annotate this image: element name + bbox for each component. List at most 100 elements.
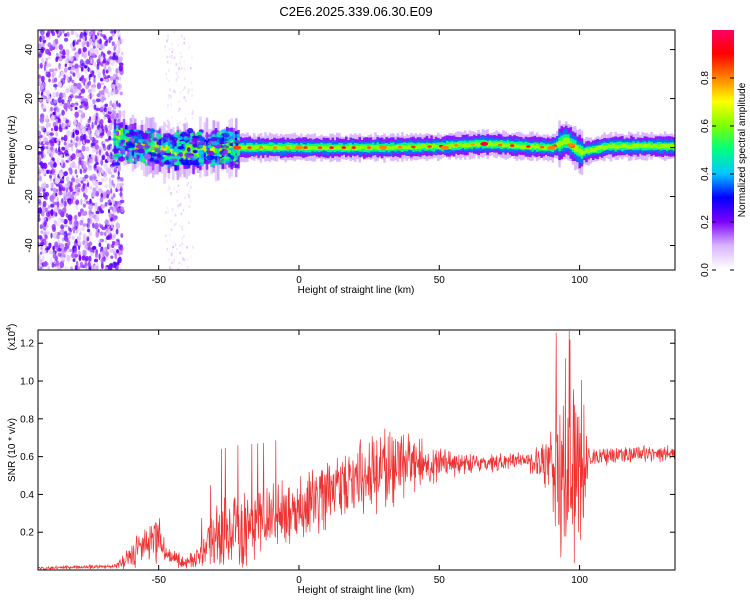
heatmap-cell [50,203,55,208]
heatmap-cell [166,247,169,251]
colorbar-cell [712,40,734,43]
heatmap-cell [111,179,114,186]
heatmap-cell [53,205,58,213]
colorbar-cell [712,194,734,197]
colorbar-cell [712,122,734,125]
heatmap-cell [56,234,60,240]
heatmap-cell [529,144,532,150]
heatmap-cell [520,144,523,149]
heatmap-cell [68,85,72,90]
heatmap-cell [54,125,59,132]
heatmap-cell [102,111,105,115]
heatmap-cell [98,149,102,156]
heatmap-cell [44,61,47,67]
heatmap-cell [66,52,69,58]
y-tick-label: 0 [24,144,35,150]
heatmap-cell [89,38,92,44]
colorbar-cell [712,30,734,33]
heatmap-cell [182,258,185,261]
heatmap-cell [199,145,202,153]
heatmap-cell [109,177,112,184]
heatmap-cell [184,196,186,200]
heatmap-cell [167,211,169,214]
heatmap-cell [96,166,101,171]
y-tick-label: 0.4 [20,490,34,501]
heatmap-cell [179,141,186,144]
heatmap-cell [234,139,241,145]
heatmap-cell [76,174,78,178]
heatmap-cell [109,123,113,128]
heatmap-cell [170,253,173,257]
heatmap-cell [107,91,111,98]
heatmap-cell [181,242,183,246]
heatmap-cell [178,204,181,207]
heatmap-cell [82,240,86,246]
heatmap-cell [90,48,95,54]
heatmap-cell [128,131,136,136]
heatmap-cell [107,171,113,175]
heatmap-cell [397,145,403,149]
heatmap-cell [165,124,167,127]
colorbar-cell [712,118,734,121]
heatmap-cell [81,211,87,216]
heatmap-cell [75,142,78,148]
heatmap-cell [192,155,198,161]
heatmap-cell [177,70,180,73]
heatmap-cell [650,144,653,149]
heatmap-cell [74,193,77,198]
heatmap-cell [106,193,109,199]
heatmap-cell [198,144,203,148]
heatmap-cell [170,219,172,223]
heatmap-cell [141,157,145,164]
heatmap-cell [106,152,109,157]
heatmap-cell [358,146,361,150]
heatmap-cell [59,243,65,249]
heatmap-cell [83,235,88,242]
heatmap-cell [125,155,129,161]
heatmap-cell [92,245,97,250]
heatmap-cell [71,161,76,169]
heatmap-cell [190,141,193,156]
heatmap-cell [596,146,599,151]
heatmap-hot-spot [440,145,449,150]
heatmap-cell [178,188,181,192]
heatmap-cell [77,163,80,170]
colorbar-cell [712,156,734,159]
heatmap-cell [102,63,105,68]
colorbar-cell [712,210,734,213]
heatmap-cell [86,103,89,110]
colorbar: 0.0 0.2 0.4 0.6 0.8 Normalized spectral ampl… [700,30,748,277]
heatmap-cell [114,242,118,247]
heatmap-cell [48,78,51,83]
heatmap-cell [108,212,113,219]
heatmap-cell [42,39,47,43]
heatmap-cell [180,131,188,137]
heatmap-cell [63,74,66,80]
heatmap-cell [181,262,183,266]
heatmap-cell [167,38,169,41]
heatmap-cell [87,236,90,240]
heatmap-cell [44,141,50,145]
heatmap-cell [88,210,92,216]
heatmap-cell [95,48,99,55]
heatmap-cell [68,167,72,172]
heatmap-cell [100,210,104,214]
heatmap-cell [82,36,86,41]
heatmap-cell [71,235,75,241]
heatmap-cell [53,99,58,104]
colorbar-cell [712,100,734,103]
heatmap-cell [173,158,178,162]
heatmap-cell [121,51,124,56]
heatmap-cell [643,143,647,148]
heatmap-cell [167,104,169,107]
heatmap-cell [191,135,200,139]
heatmap-cell [118,103,121,108]
heatmap-cell [93,258,99,263]
heatmap-cell [247,146,252,149]
heatmap-cell [87,246,92,251]
heatmap-cell [86,223,89,228]
heatmap-cell [116,249,119,254]
heatmap-cell [92,45,96,49]
heatmap-cell [63,94,67,101]
heatmap-cell [113,154,120,158]
